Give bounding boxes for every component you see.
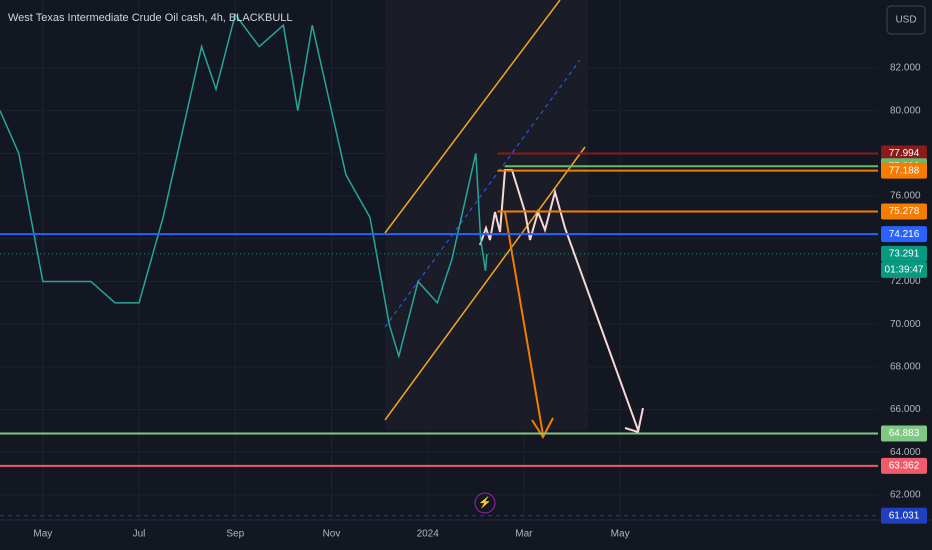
level-tag xyxy=(881,145,927,162)
x-tick-label: 2024 xyxy=(417,529,440,540)
y-tick-label: 68.000 xyxy=(890,362,921,373)
axes: 62.00064.00066.00068.00070.00072.00074.0… xyxy=(33,63,927,540)
level-label: 74.216 xyxy=(889,229,920,240)
currency-button[interactable] xyxy=(886,5,926,35)
events-icon[interactable] xyxy=(474,492,496,514)
price-line xyxy=(0,12,488,359)
y-tick-label: 66.000 xyxy=(890,404,921,415)
events-bolt[interactable]: ⚡ xyxy=(478,496,492,509)
x-tick-label: Sep xyxy=(226,529,244,540)
plot xyxy=(0,12,878,517)
y-tick-label: 70.000 xyxy=(890,319,921,330)
level-label: 77.188 xyxy=(889,165,920,176)
level-tag xyxy=(881,203,927,220)
channel-mid xyxy=(384,59,581,328)
y-tick-label: 64.000 xyxy=(890,447,921,458)
level-tag xyxy=(881,226,927,243)
projection-arrowhead xyxy=(624,407,644,434)
level-tag xyxy=(881,457,927,474)
x-tick-label: May xyxy=(611,529,630,540)
projection-arrow xyxy=(504,211,544,436)
y-tick-label: 82.000 xyxy=(890,63,921,74)
chart-title: West Texas Intermediate Crude Oil cash, … xyxy=(8,12,293,24)
x-tick-label: Mar xyxy=(515,529,533,540)
countdown-tag xyxy=(881,261,927,278)
countdown-label: 01:39:47 xyxy=(885,265,924,276)
date-range-shade xyxy=(385,0,588,430)
level-label: 63.362 xyxy=(889,461,920,472)
level-label: 75.278 xyxy=(889,206,920,217)
level-tag xyxy=(881,162,927,179)
currency-label[interactable]: USD xyxy=(895,15,916,26)
y-tick-label: 80.000 xyxy=(890,105,921,116)
channel-lower xyxy=(384,146,586,421)
level-label: 77.994 xyxy=(889,148,920,159)
level-label: 64.883 xyxy=(889,428,920,439)
x-tick-label: May xyxy=(33,529,52,540)
y-tick-label: 72.000 xyxy=(890,276,921,287)
level-tag xyxy=(881,245,927,262)
x-tick-label: Jul xyxy=(133,529,146,540)
y-tick-label: 76.000 xyxy=(890,191,921,202)
level-tag xyxy=(881,425,927,442)
projection-path xyxy=(479,169,639,431)
y-tick-label: 62.000 xyxy=(890,490,921,501)
level-label: 73.291 xyxy=(889,249,920,260)
projection-arrowhead xyxy=(531,417,554,439)
level-label: 61.031 xyxy=(889,510,920,521)
x-tick-label: Nov xyxy=(323,529,341,540)
channel-upper xyxy=(384,0,561,234)
level-tag xyxy=(881,507,927,524)
